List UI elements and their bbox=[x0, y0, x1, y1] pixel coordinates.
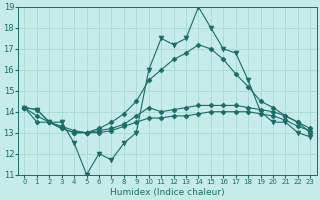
X-axis label: Humidex (Indice chaleur): Humidex (Indice chaleur) bbox=[110, 188, 225, 197]
